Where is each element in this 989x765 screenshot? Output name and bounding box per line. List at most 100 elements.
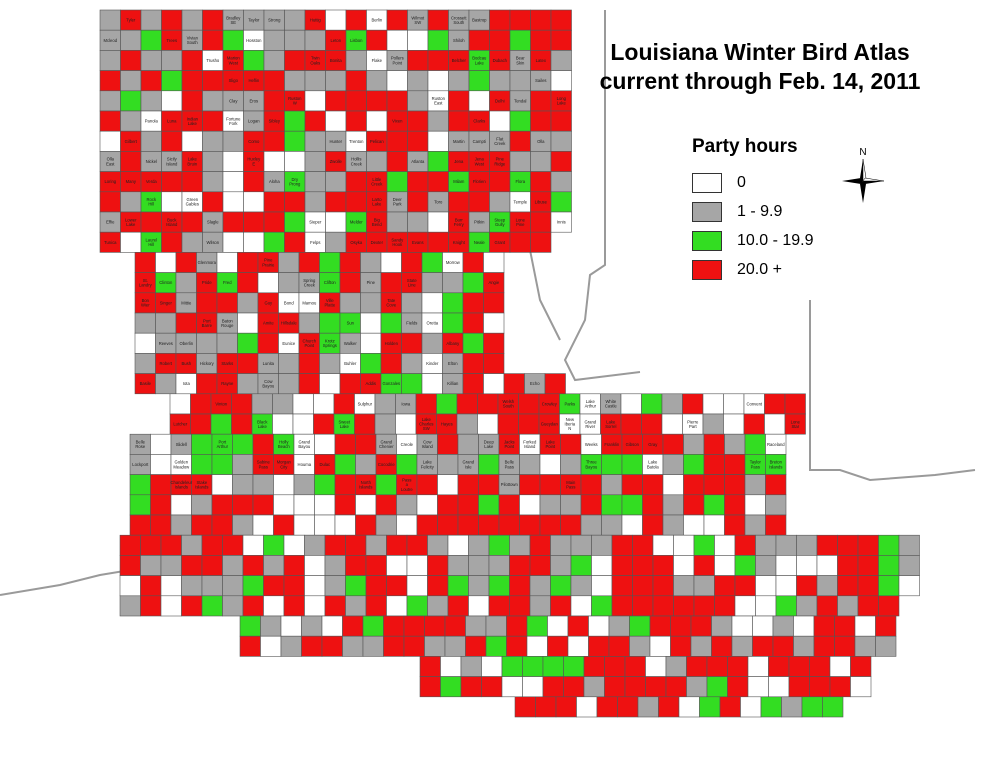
quad-cell: [406, 555, 428, 576]
legend-swatch-3: [692, 259, 722, 280]
quad-cell: [743, 413, 765, 435]
quad-cell: [386, 90, 408, 112]
quad-label: Lake Charles SW: [419, 417, 433, 431]
quad-cell: [345, 534, 367, 556]
quad-label: Campti: [473, 139, 486, 144]
quad-cell: [734, 595, 756, 617]
quad-label: Grand Chenier: [379, 440, 394, 450]
quad-cell: [570, 575, 592, 597]
quad-label: Florien: [473, 179, 486, 184]
quad-cell: [155, 373, 177, 395]
quad-cell: [665, 656, 687, 677]
quad-cell: [222, 151, 244, 172]
quad-cell: [191, 433, 213, 455]
quad-cell: [547, 635, 569, 657]
quad-cell: [719, 696, 741, 718]
quad-cell: [478, 514, 500, 536]
quad-label: Heflin: [248, 78, 259, 83]
quad-cell: [714, 575, 736, 597]
quad-cell: [342, 635, 364, 657]
quad-label: Bond: [284, 300, 294, 305]
quad-cell: [201, 575, 223, 597]
quad-cell: [509, 575, 531, 597]
quad-cell: [744, 494, 766, 516]
quad-cell: [596, 696, 618, 718]
quad-cell: [772, 615, 794, 637]
quad-cell: [181, 9, 203, 31]
quad-cell: [232, 514, 254, 536]
quad-cell: [304, 110, 326, 132]
quad-label: Holden: [385, 341, 399, 346]
quad-cell: [478, 474, 500, 496]
quad-label: Sieper: [309, 220, 322, 225]
quad-cell: [530, 9, 552, 31]
quad-label: Loring: [104, 179, 116, 184]
quad-cell: [447, 534, 469, 556]
quad-cell: [201, 555, 223, 576]
quad-label: Clifton: [324, 280, 337, 285]
quad-cell: [319, 373, 341, 395]
quad-cell: [181, 50, 203, 71]
quad-cell: [362, 615, 384, 637]
quad-cell: [150, 474, 172, 496]
quad-label: Pitkin: [474, 220, 485, 225]
quad-cell: [601, 514, 623, 536]
quad-cell: [263, 231, 285, 253]
quad-cell: [734, 575, 756, 597]
quad-cell: [857, 555, 879, 576]
quad-label: Gray: [648, 442, 658, 447]
quad-label: Toro: [434, 199, 443, 204]
quad-cell: [150, 494, 172, 516]
quad-label: Burr Ferry: [454, 217, 465, 227]
quad-cell: [488, 575, 510, 597]
quad-label: Deer Park: [393, 197, 403, 207]
quad-cell: [878, 595, 900, 617]
quad-cell: [169, 393, 191, 415]
quad-cell: [437, 494, 459, 516]
quad-label: Flat Creek: [494, 137, 506, 147]
quad-cell: [641, 413, 663, 435]
quad-cell-labels: Tyler Bradley SE Taylor Strong Huttig Berlin Wi…: [104, 15, 801, 492]
quad-cell: [284, 191, 306, 213]
quad-cell: [768, 676, 790, 698]
quad-cell: [406, 575, 428, 597]
quad-cell: [99, 110, 121, 132]
quad-label: Larto Lake: [372, 197, 382, 207]
quad-cell: [419, 676, 441, 698]
quad-cell: [196, 332, 218, 354]
quad-cell: [519, 454, 541, 475]
quad-cell: [604, 656, 626, 677]
quad-label: Hillsdale: [281, 321, 297, 326]
quad-cell: [120, 191, 142, 213]
quad-cell: [768, 656, 790, 677]
quad-cell: [483, 332, 505, 354]
quad-cell: [755, 534, 777, 556]
quad-cell: [201, 595, 223, 617]
quad-cells: [99, 9, 920, 718]
quad-cell: [509, 9, 531, 31]
quad-cell: [134, 332, 156, 354]
quad-cell: [181, 130, 203, 152]
quad-label: Oberlin: [180, 341, 194, 346]
quad-cell: [481, 656, 503, 677]
quad-cell: [550, 70, 572, 92]
quad-label: Pine: [367, 280, 376, 285]
quad-cell: [263, 29, 285, 51]
quad-cell: [468, 534, 490, 556]
quad-cell: [465, 635, 487, 657]
quad-cell: [567, 635, 589, 657]
quad-label: Trenton: [349, 139, 364, 144]
quad-label: Tyler: [126, 18, 136, 23]
quad-cell: [99, 130, 121, 152]
quad-cell: [263, 191, 285, 213]
quad-label: Sweet Lake: [338, 419, 350, 429]
quad-cell: [239, 635, 261, 657]
quad-cell: [645, 656, 667, 677]
quad-cell: [222, 534, 244, 556]
quad-label: Crowley: [542, 401, 558, 406]
quad-label: Tunica: [104, 240, 117, 245]
quad-cell: [539, 514, 561, 536]
quad-cell: [673, 595, 695, 617]
quad-label: Raceland: [767, 442, 785, 447]
quad-cell: [772, 635, 794, 657]
